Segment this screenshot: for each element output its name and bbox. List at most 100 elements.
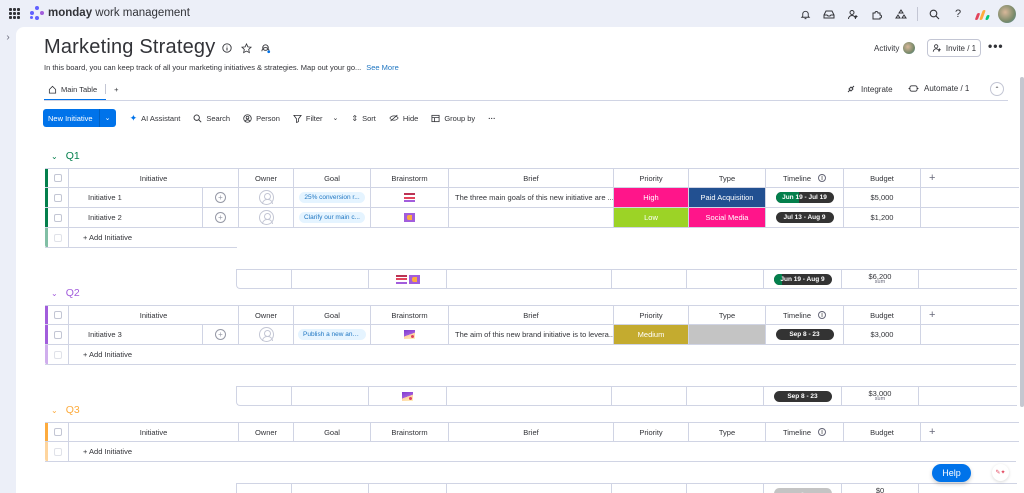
column-header-initiative[interactable]: Initiative: [69, 306, 239, 324]
add-column-button[interactable]: +: [929, 426, 936, 438]
table-row[interactable]: Initiative 3 + Publish a new and... The …: [45, 325, 1019, 345]
column-header-type[interactable]: Type: [689, 306, 766, 324]
help-button[interactable]: Help: [932, 464, 971, 482]
board-more-button[interactable]: •••: [988, 39, 1004, 53]
workflows-icon[interactable]: [889, 4, 913, 24]
owner-avatar-empty[interactable]: [258, 210, 274, 225]
ai-sidekick-icon[interactable]: ✎✦: [992, 464, 1009, 481]
new-item-button[interactable]: New Initiative ⌄: [43, 109, 116, 127]
column-header-brief[interactable]: Brief: [449, 423, 614, 441]
group-title-q3[interactable]: ⌄ Q3: [51, 404, 80, 416]
column-header-budget[interactable]: Budget: [844, 169, 921, 187]
column-header-initiative[interactable]: Initiative: [69, 169, 239, 187]
help-icon[interactable]: ?: [954, 8, 962, 20]
column-header-type[interactable]: Type: [689, 169, 766, 187]
invite-button[interactable]: Invite / 1: [927, 39, 981, 57]
sort-button[interactable]: ⇕ Sort: [351, 113, 376, 123]
goal-pill[interactable]: 25% conversion r...: [299, 192, 365, 203]
see-more-link[interactable]: See More: [366, 63, 399, 72]
info-icon[interactable]: i: [818, 311, 827, 319]
column-header-brief[interactable]: Brief: [449, 169, 614, 187]
budget-value[interactable]: $5,000: [844, 188, 921, 207]
add-item-button[interactable]: + Add Initiative: [83, 350, 132, 359]
chevron-down-icon[interactable]: ⌄: [51, 288, 58, 298]
activity-button[interactable]: Activity: [874, 42, 916, 54]
column-header-goal[interactable]: Goal: [294, 169, 371, 187]
group-by-button[interactable]: Group by: [431, 114, 475, 123]
expand-sidebar-button[interactable]: ›: [6, 31, 10, 43]
brainstorm-doc-icon[interactable]: [404, 193, 415, 202]
column-header-goal[interactable]: Goal: [294, 423, 371, 441]
select-all-checkbox[interactable]: [54, 174, 62, 182]
monday-products-icon[interactable]: [970, 4, 994, 24]
collapse-header-button[interactable]: ⌃: [990, 82, 1004, 96]
add-update-icon[interactable]: +: [215, 329, 226, 340]
logo[interactable]: monday work management: [30, 6, 190, 20]
select-all-checkbox[interactable]: [54, 428, 62, 436]
apps-grid-icon[interactable]: [9, 8, 20, 19]
column-header-type[interactable]: Type: [689, 423, 766, 441]
column-header-brief[interactable]: Brief: [449, 306, 614, 324]
apps-marketplace-icon[interactable]: [865, 4, 889, 24]
hide-button[interactable]: Hide: [389, 114, 418, 123]
automate-button[interactable]: Automate / 1: [908, 84, 969, 93]
info-icon[interactable]: [221, 42, 233, 54]
table-row[interactable]: Initiative 2 + Clarify our main c... Low…: [45, 208, 1019, 228]
search-icon[interactable]: [922, 4, 946, 24]
board-owner-icon[interactable]: [259, 42, 271, 54]
goal-pill[interactable]: Publish a new and...: [298, 329, 366, 340]
type-status[interactable]: Social Media: [689, 208, 765, 227]
ai-assistant-button[interactable]: ✦ AI Assistant: [129, 112, 181, 123]
timeline-pill[interactable]: Jul 13 - Aug 9: [775, 212, 834, 223]
column-header-brainstorm[interactable]: Brainstorm: [371, 306, 449, 324]
column-header-timeline[interactable]: Timeline i: [766, 306, 844, 324]
type-status[interactable]: Paid Acquisition: [689, 188, 765, 207]
column-header-timeline[interactable]: Timeline i: [766, 423, 844, 441]
invite-members-icon[interactable]: [841, 4, 865, 24]
brief-text[interactable]: [449, 208, 614, 227]
column-header-brainstorm[interactable]: Brainstorm: [371, 423, 449, 441]
chevron-down-icon[interactable]: ⌄: [332, 115, 339, 122]
column-header-brainstorm[interactable]: Brainstorm: [371, 169, 449, 187]
priority-status[interactable]: Medium: [614, 325, 688, 344]
person-filter-button[interactable]: Person: [243, 114, 280, 123]
column-header-goal[interactable]: Goal: [294, 306, 371, 324]
group-title-q1[interactable]: ⌄ Q1: [51, 150, 80, 162]
filter-button[interactable]: Filter ⌄: [292, 114, 339, 123]
add-update-icon[interactable]: +: [215, 212, 226, 223]
owner-avatar-empty[interactable]: [258, 327, 274, 342]
user-avatar[interactable]: [998, 5, 1016, 23]
add-view-button[interactable]: +: [114, 84, 119, 94]
row-checkbox[interactable]: [54, 193, 62, 202]
info-icon[interactable]: i: [818, 428, 827, 436]
column-header-priority[interactable]: Priority: [614, 306, 689, 324]
timeline-pill[interactable]: Sep 8 - 23: [775, 329, 834, 340]
add-item-button[interactable]: + Add Initiative: [83, 233, 132, 242]
brief-text[interactable]: The three main goals of this new initiat…: [449, 188, 614, 207]
group-title-q2[interactable]: ⌄ Q2: [51, 287, 80, 299]
column-header-owner[interactable]: Owner: [239, 306, 294, 324]
star-icon[interactable]: [240, 42, 252, 54]
table-row[interactable]: Initiative 1 + 25% conversion r... The t…: [45, 188, 1019, 208]
column-header-priority[interactable]: Priority: [614, 169, 689, 187]
chevron-down-icon[interactable]: ⌄: [51, 405, 58, 415]
item-name[interactable]: Initiative 3: [69, 325, 203, 344]
integrate-button[interactable]: Integrate: [846, 84, 893, 94]
row-checkbox[interactable]: [54, 213, 62, 222]
board-title[interactable]: Marketing Strategy: [44, 36, 216, 58]
column-header-owner[interactable]: Owner: [239, 169, 294, 187]
column-header-priority[interactable]: Priority: [614, 423, 689, 441]
add-item-button[interactable]: + Add Initiative: [83, 447, 132, 456]
brief-text[interactable]: The aim of this new brand initiative is …: [449, 325, 614, 344]
info-icon[interactable]: i: [818, 174, 827, 182]
brainstorm-image-icon[interactable]: [404, 330, 415, 339]
column-header-owner[interactable]: Owner: [239, 423, 294, 441]
priority-status[interactable]: High: [614, 188, 688, 207]
chevron-down-icon[interactable]: ⌄: [51, 151, 58, 161]
vertical-scrollbar[interactable]: [1020, 77, 1024, 407]
goal-pill[interactable]: Clarify our main c...: [299, 212, 365, 223]
add-column-button[interactable]: +: [929, 172, 936, 184]
column-header-initiative[interactable]: Initiative: [69, 423, 239, 441]
type-status[interactable]: [689, 325, 765, 344]
add-column-button[interactable]: +: [929, 309, 936, 321]
